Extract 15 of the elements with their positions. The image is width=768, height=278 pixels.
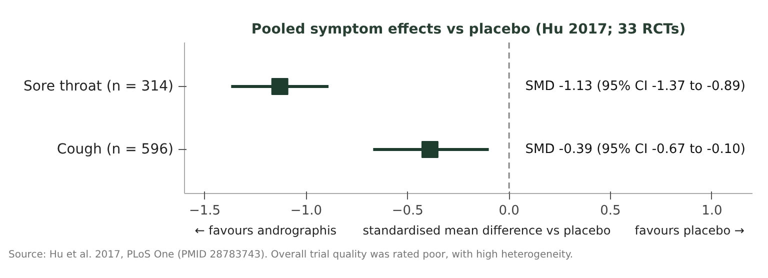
y-tick-label: Cough (n = 596) [56,141,174,158]
annotation: SMD -0.39 (95% CI -0.67 to -0.10) [525,142,746,157]
annotation: SMD -1.13 (95% CI -1.37 to -0.89) [525,79,746,94]
text: ← favours andrographis [194,224,337,238]
text: favours placebo → [634,224,744,238]
chart-title: Pooled symptom effects vs placebo (Hu 2017; 33 RCTs) [251,22,686,38]
x-axis-title: standardised mean difference vs placebo [362,224,611,238]
x-tick-label: −0.5 [392,204,424,218]
y-tick-label: Sore throat (n = 314) [23,78,174,95]
x-tick-label: 1.0 [702,204,722,218]
x-tick-label: −1.5 [189,204,221,218]
x-tick-label: 0.0 [498,204,520,218]
x-tick-label: −1.0 [290,204,322,218]
x-tick-label: 0.5 [600,204,621,218]
source-note: Source: Hu et al. 2017, PLoS One (PMID 28783743). Overall trial quality was rated poor, with high heterogeneity. [8,250,574,260]
